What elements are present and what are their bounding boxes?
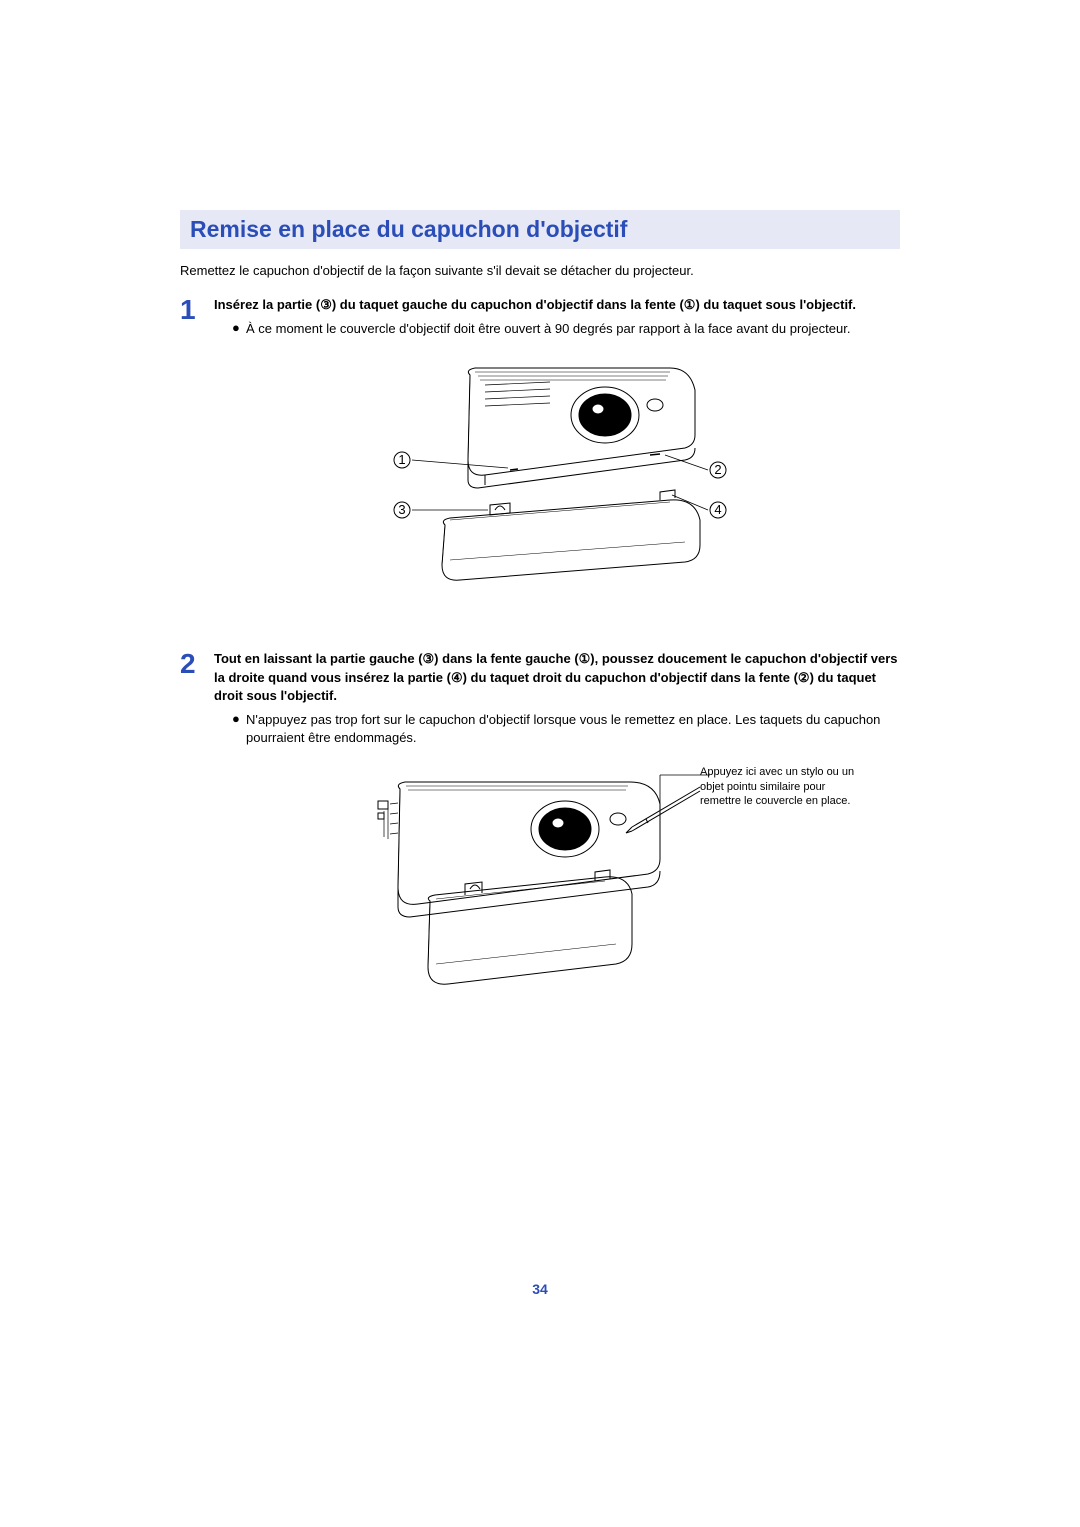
step-1-number: 1 — [180, 296, 214, 342]
fig1-label-2: 2 — [714, 462, 721, 477]
step-2-bullet-text: N'appuyez pas trop fort sur le capuchon … — [246, 711, 900, 747]
intro-text: Remettez le capuchon d'objectif de la fa… — [180, 263, 900, 278]
figure-1: 1 3 2 4 — [180, 360, 900, 610]
section-title: Remise en place du capuchon d'objectif — [190, 216, 890, 243]
page-number: 34 — [0, 1281, 1080, 1297]
fig1-label-1: 1 — [398, 452, 405, 467]
bullet-icon: ● — [232, 320, 246, 338]
figure-2: Appuyez ici avec un stylo ou un objet po… — [180, 769, 900, 1004]
step-1-bullet-text: À ce moment le couvercle d'objectif doit… — [246, 320, 850, 338]
figure-2-callout: Appuyez ici avec un stylo ou un objet po… — [700, 765, 860, 808]
step-2: 2 Tout en laissant la partie gauche (③) … — [180, 650, 900, 751]
step-1-heading: Insérez la partie (③) du taquet gauche d… — [214, 296, 900, 314]
step-2-bullet: ● N'appuyez pas trop fort sur le capucho… — [214, 711, 900, 747]
fig1-label-3: 3 — [398, 502, 405, 517]
step-2-heading: Tout en laissant la partie gauche (③) da… — [214, 650, 900, 705]
step-2-number: 2 — [180, 650, 214, 751]
bullet-icon: ● — [232, 711, 246, 747]
step-1: 1 Insérez la partie (③) du taquet gauche… — [180, 296, 900, 342]
section-title-bar: Remise en place du capuchon d'objectif — [180, 210, 900, 249]
step-1-bullet: ● À ce moment le couvercle d'objectif do… — [214, 320, 900, 338]
fig1-label-4: 4 — [714, 502, 721, 517]
